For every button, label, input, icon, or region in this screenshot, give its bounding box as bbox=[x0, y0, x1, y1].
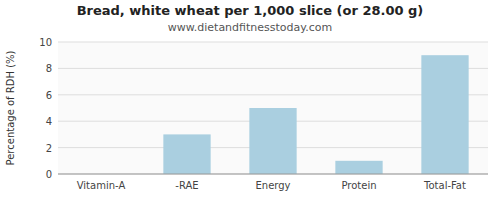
bar bbox=[421, 55, 468, 174]
chart-container: Bread, white wheat per 1,000 slice (or 2… bbox=[0, 0, 500, 200]
y-tick-label: 0 bbox=[46, 169, 52, 180]
subtitle: www.dietandfitnesstoday.com bbox=[168, 21, 332, 34]
grid-line bbox=[58, 174, 488, 175]
bar bbox=[163, 134, 210, 174]
x-tick-label: Total-Fat bbox=[423, 180, 466, 191]
x-axis: Vitamin-A -RAE Energy Protein Total-Fat bbox=[77, 180, 466, 191]
y-tick-label: 6 bbox=[46, 90, 52, 101]
title: Bread, white wheat per 1,000 slice (or 2… bbox=[77, 3, 424, 18]
grid-line bbox=[58, 42, 488, 43]
plot-area bbox=[58, 42, 488, 174]
bar bbox=[335, 161, 382, 174]
x-tick-label: Vitamin-A bbox=[77, 180, 126, 191]
y-tick-label: 10 bbox=[39, 37, 52, 48]
x-tick-label: Energy bbox=[255, 180, 290, 191]
y-tick-label: 2 bbox=[46, 143, 52, 154]
x-axis-line bbox=[58, 174, 488, 175]
y-axis-label: Percentage of RDH (%) bbox=[5, 50, 16, 165]
bar bbox=[249, 108, 296, 174]
bars bbox=[163, 55, 468, 174]
x-tick-label: Protein bbox=[341, 180, 376, 191]
chart: Bread, white wheat per 1,000 slice (or 2… bbox=[0, 0, 500, 200]
y-tick-label: 4 bbox=[46, 116, 52, 127]
y-tick-label: 8 bbox=[46, 63, 52, 74]
x-tick-label: -RAE bbox=[175, 180, 198, 191]
y-axis: 0 2 4 6 8 10 bbox=[39, 37, 488, 180]
